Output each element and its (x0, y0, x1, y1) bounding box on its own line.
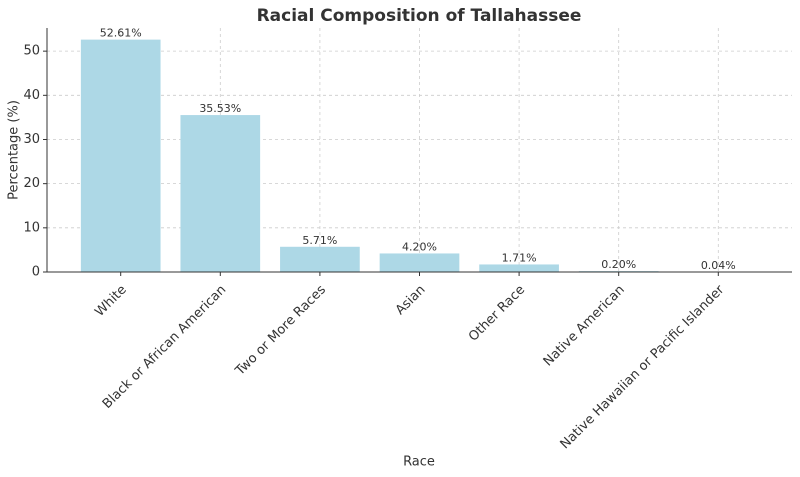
value-label: 0.20% (601, 258, 636, 271)
y-tick-label: 30 (23, 132, 40, 147)
bar (479, 264, 559, 272)
x-tick-label: Other Race (466, 282, 528, 344)
x-tick-label: Native Hawaiian or Pacific Islander (558, 282, 728, 452)
bar (80, 39, 161, 272)
y-tick-label: 0 (32, 265, 40, 280)
y-tick-label: 20 (23, 176, 40, 191)
y-axis-label: Percentage (%) (7, 100, 22, 200)
y-tick-label: 40 (23, 88, 40, 103)
value-label: 4.20% (402, 240, 437, 253)
value-label: 52.61% (100, 27, 142, 40)
value-label: 1.71% (502, 251, 537, 264)
x-tick-label: Native American (541, 282, 628, 369)
y-tick-label: 10 (23, 220, 40, 235)
value-label: 5.71% (302, 234, 337, 247)
chart-title: Racial Composition of Tallahassee (257, 6, 582, 26)
x-axis-label: Race (403, 455, 435, 470)
x-tick-label: White (92, 282, 129, 319)
bar (280, 246, 360, 272)
value-label: 0.04% (701, 259, 736, 272)
x-tick-label: Two or More Races (232, 282, 329, 379)
y-tick-label: 50 (23, 44, 40, 59)
x-tick-label: Asian (393, 282, 429, 318)
bar (379, 253, 460, 272)
bar (180, 115, 261, 273)
value-label: 35.53% (199, 102, 241, 115)
